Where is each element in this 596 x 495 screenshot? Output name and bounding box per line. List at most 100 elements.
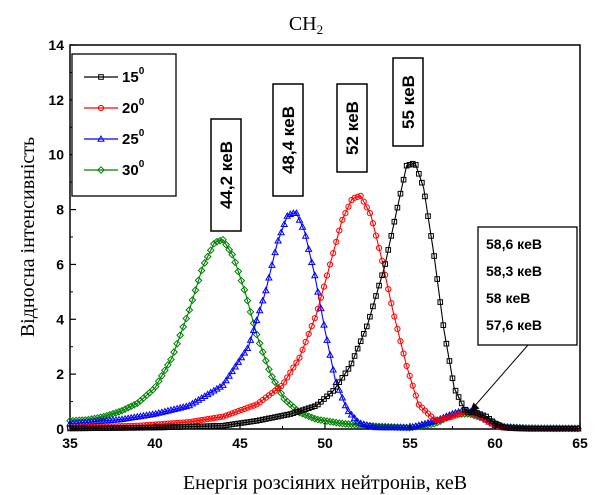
data-point: [326, 417, 335, 426]
chart-title-main: CH: [289, 13, 317, 35]
data-point: [333, 383, 340, 390]
data-point: [336, 379, 343, 386]
data-point: [280, 220, 289, 227]
data-point: [246, 336, 255, 343]
annotation-box: [477, 226, 578, 346]
legend-label-superscript: 0: [139, 97, 145, 108]
data-point: [458, 410, 465, 417]
data-point: [198, 423, 205, 430]
data-point: [394, 204, 401, 211]
data-point: [544, 425, 551, 432]
data-point: [110, 425, 116, 431]
data-point: [194, 395, 203, 403]
data-point: [237, 276, 246, 285]
data-point: [266, 415, 272, 422]
data-point: [498, 423, 505, 430]
data-point: [388, 233, 395, 239]
data-point: [342, 210, 349, 217]
data-point: [437, 416, 444, 423]
peak-label-box: [392, 57, 424, 147]
data-point: [341, 401, 350, 409]
data-point: [434, 276, 440, 282]
data-point: [222, 376, 230, 384]
data-point: [220, 422, 226, 429]
peak-label-text: 52 кеВ: [343, 101, 362, 155]
data-point: [237, 353, 246, 361]
data-point: [304, 245, 313, 252]
data-point: [483, 417, 490, 424]
data-point: [326, 350, 334, 358]
data-point: [213, 384, 221, 392]
annotation: 58,6 кеВ 58,3 кеВ 58 кеВ 57,6 кеВ: [469, 226, 578, 413]
series-layer: [66, 160, 582, 433]
data-point: [180, 424, 187, 430]
data-point: [186, 423, 193, 430]
chart-title: CH2: [289, 13, 323, 37]
data-point: [197, 394, 206, 401]
data-point: [164, 420, 172, 427]
data-point: [176, 331, 185, 340]
data-point: [225, 371, 233, 379]
data-point: [234, 267, 243, 276]
data-point: [167, 355, 175, 364]
data-point: [406, 372, 413, 379]
data-point: [154, 377, 163, 386]
data-point: [252, 330, 261, 339]
data-point: [229, 410, 236, 417]
data-point: [158, 420, 165, 428]
peak-label-30: 44,2 кеВ: [210, 118, 242, 232]
data-point: [394, 325, 401, 332]
data-point: [170, 420, 178, 427]
data-point: [200, 259, 209, 267]
data-point: [320, 320, 328, 328]
data-point: [130, 400, 139, 409]
data-point: [72, 416, 81, 425]
data-point: [341, 419, 350, 428]
data-point: [526, 425, 532, 432]
data-point: [416, 171, 422, 177]
data-point: [269, 414, 275, 421]
data-point: [360, 198, 367, 205]
legend-label: 15: [122, 69, 139, 86]
data-point: [256, 417, 263, 424]
data-point: [232, 409, 239, 416]
data-point: [244, 419, 251, 425]
data-point: [216, 382, 224, 390]
data-point: [84, 415, 93, 424]
data-point: [382, 261, 388, 267]
data-point: [258, 296, 267, 304]
data-point: [529, 425, 535, 432]
data-point: [157, 371, 166, 380]
data-point: [94, 425, 101, 431]
data-point: [195, 417, 202, 424]
data-point: [308, 322, 315, 330]
data-point: [249, 326, 258, 334]
data-point: [255, 339, 264, 348]
data-point: [261, 356, 270, 365]
data-point: [232, 421, 239, 427]
data-point: [250, 418, 257, 425]
data-point: [159, 424, 165, 431]
legend-marker: [97, 166, 105, 174]
x-tick-label: 50: [317, 435, 333, 451]
data-point: [121, 405, 129, 414]
data-point: [174, 424, 180, 430]
data-point: [225, 245, 234, 254]
data-point: [333, 238, 340, 245]
annotation-label: 58,6 кеВ: [486, 236, 542, 252]
data-point: [350, 414, 359, 421]
data-point: [302, 338, 309, 345]
data-point: [452, 412, 459, 419]
data-point: [428, 233, 434, 239]
data-point: [320, 416, 328, 425]
data-point: [160, 366, 169, 375]
legend-marker: [97, 104, 105, 112]
data-point: [317, 304, 325, 312]
data-point: [335, 419, 344, 427]
data-point: [189, 423, 196, 430]
data-point: [312, 403, 318, 410]
data-point: [214, 423, 220, 429]
data-point: [281, 412, 287, 419]
data-point: [100, 425, 107, 431]
